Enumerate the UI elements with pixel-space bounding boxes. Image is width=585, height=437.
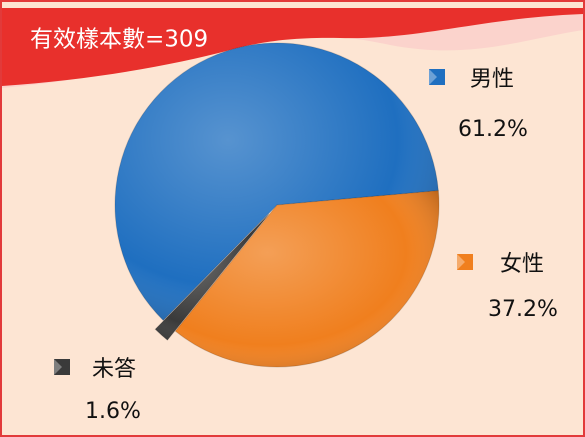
slice-shade: [115, 43, 439, 321]
legend-swatch-shade: [457, 254, 465, 270]
legend-swatch-shade: [54, 359, 62, 375]
legend-label: 男性: [470, 67, 514, 92]
legend-swatch: [54, 359, 70, 375]
value-label: 1.6%: [85, 399, 141, 424]
chart-title: 有效樣本數=309: [30, 27, 208, 53]
legend-swatch-shade: [429, 69, 437, 85]
banner: [2, 8, 583, 86]
value-label: 37.2%: [488, 297, 558, 322]
slice-shade: [175, 190, 439, 368]
value-label: 61.2%: [458, 117, 528, 142]
legend-swatch: [429, 69, 445, 85]
slice-shade: [155, 213, 270, 341]
legend-label: 女性: [500, 252, 544, 277]
legend-swatch: [457, 254, 473, 270]
legend-label: 未答: [92, 357, 136, 382]
